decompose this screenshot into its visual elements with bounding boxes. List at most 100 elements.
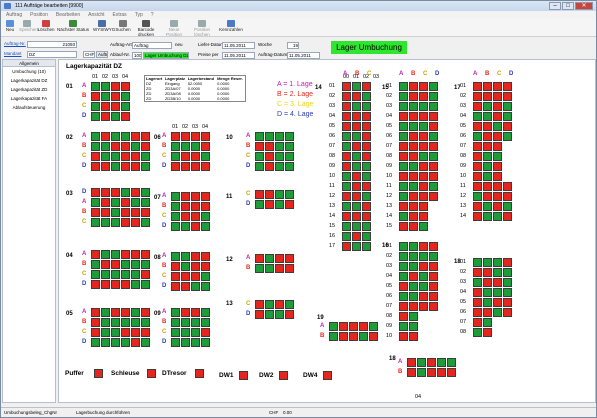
storage-cell[interactable] bbox=[419, 302, 428, 311]
storage-cell[interactable] bbox=[255, 162, 264, 171]
storage-cell[interactable] bbox=[493, 268, 502, 277]
storage-cell[interactable] bbox=[399, 122, 408, 131]
storage-cell[interactable] bbox=[362, 102, 371, 111]
storage-cell[interactable] bbox=[483, 172, 492, 181]
storage-cell[interactable] bbox=[265, 152, 274, 161]
menu-item-0[interactable]: Auftrag bbox=[6, 12, 23, 18]
storage-cell[interactable] bbox=[91, 338, 100, 347]
storage-cell[interactable] bbox=[419, 222, 428, 231]
storage-cell[interactable] bbox=[91, 280, 100, 289]
storage-cell[interactable] bbox=[342, 212, 351, 221]
buffer-cell[interactable] bbox=[323, 371, 332, 380]
storage-cell[interactable] bbox=[121, 328, 130, 337]
storage-cell[interactable] bbox=[503, 102, 512, 111]
storage-cell[interactable] bbox=[339, 322, 348, 331]
storage-cell[interactable] bbox=[181, 132, 190, 141]
storage-cell[interactable] bbox=[101, 142, 110, 151]
storage-cell[interactable] bbox=[409, 332, 418, 341]
storage-cell[interactable] bbox=[121, 308, 130, 317]
storage-cell[interactable] bbox=[91, 162, 100, 171]
storage-cell[interactable] bbox=[352, 142, 361, 151]
storage-cell[interactable] bbox=[407, 368, 416, 377]
storage-cell[interactable] bbox=[91, 260, 100, 269]
storage-cell[interactable] bbox=[399, 192, 408, 201]
storage-cell[interactable] bbox=[409, 222, 418, 231]
storage-cell[interactable] bbox=[111, 152, 120, 161]
storage-cell[interactable] bbox=[101, 218, 110, 227]
storage-cell[interactable] bbox=[493, 212, 502, 221]
storage-cell[interactable] bbox=[342, 152, 351, 161]
storage-cell[interactable] bbox=[369, 332, 378, 341]
storage-cell[interactable] bbox=[503, 132, 512, 141]
storage-cell[interactable] bbox=[409, 82, 418, 91]
storage-cell[interactable] bbox=[473, 102, 482, 111]
storage-cell[interactable] bbox=[362, 232, 371, 241]
storage-cell[interactable] bbox=[101, 338, 110, 347]
storage-cell[interactable] bbox=[255, 132, 264, 141]
storage-cell[interactable] bbox=[121, 280, 130, 289]
storage-cell[interactable] bbox=[493, 298, 502, 307]
storage-cell[interactable] bbox=[131, 152, 140, 161]
storage-cell[interactable] bbox=[352, 172, 361, 181]
storage-cell[interactable] bbox=[91, 218, 100, 227]
storage-cell[interactable] bbox=[419, 182, 428, 191]
storage-cell[interactable] bbox=[171, 192, 180, 201]
storage-cell[interactable] bbox=[171, 132, 180, 141]
storage-cell[interactable] bbox=[409, 202, 418, 211]
storage-cell[interactable] bbox=[419, 292, 428, 301]
storage-cell[interactable] bbox=[101, 132, 110, 141]
storage-cell[interactable] bbox=[359, 332, 368, 341]
storage-cell[interactable] bbox=[419, 92, 428, 101]
sidebar-item-1[interactable]: Lagerkapazität DZ bbox=[10, 78, 48, 83]
storage-cell[interactable] bbox=[121, 142, 130, 151]
storage-cell[interactable] bbox=[503, 192, 512, 201]
storage-cell[interactable] bbox=[362, 82, 371, 91]
storage-cell[interactable] bbox=[483, 328, 492, 337]
storage-cell[interactable] bbox=[399, 132, 408, 141]
sidebar-item-4[interactable]: Ablaufsteuerung bbox=[12, 105, 46, 110]
storage-cell[interactable] bbox=[141, 308, 150, 317]
storage-cell[interactable] bbox=[91, 328, 100, 337]
storage-cell[interactable] bbox=[473, 278, 482, 287]
storage-cell[interactable] bbox=[111, 162, 120, 171]
storage-cell[interactable] bbox=[503, 92, 512, 101]
storage-cell[interactable] bbox=[399, 242, 408, 251]
storage-cell[interactable] bbox=[191, 328, 200, 337]
buffer-cell[interactable] bbox=[239, 371, 248, 380]
storage-cell[interactable] bbox=[419, 252, 428, 261]
storage-cell[interactable] bbox=[399, 182, 408, 191]
storage-cell[interactable] bbox=[399, 202, 408, 211]
currency-button[interactable]: Auftr bbox=[96, 51, 108, 58]
storage-cell[interactable] bbox=[141, 328, 150, 337]
storage-cell[interactable] bbox=[493, 192, 502, 201]
storage-cell[interactable] bbox=[141, 250, 150, 259]
storage-cell[interactable] bbox=[399, 262, 408, 271]
storage-cell[interactable] bbox=[473, 268, 482, 277]
storage-cell[interactable] bbox=[121, 82, 130, 91]
minimize-button[interactable]: – bbox=[549, 2, 561, 10]
storage-cell[interactable] bbox=[503, 182, 512, 191]
storage-cell[interactable] bbox=[191, 262, 200, 271]
storage-cell[interactable] bbox=[473, 212, 482, 221]
storage-cell[interactable] bbox=[342, 232, 351, 241]
ablauf-name-field[interactable]: Lager Umbuchung DZ bbox=[143, 52, 189, 59]
storage-cell[interactable] bbox=[181, 328, 190, 337]
storage-cell[interactable] bbox=[362, 222, 371, 231]
storage-cell[interactable] bbox=[483, 202, 492, 211]
barcode-button[interactable]: Barcode drucken bbox=[133, 20, 159, 37]
storage-cell[interactable] bbox=[429, 192, 438, 201]
storage-cell[interactable] bbox=[181, 272, 190, 281]
storage-cell[interactable] bbox=[473, 192, 482, 201]
storage-cell[interactable] bbox=[399, 302, 408, 311]
storage-cell[interactable] bbox=[141, 270, 150, 279]
storage-cell[interactable] bbox=[181, 338, 190, 347]
storage-cell[interactable] bbox=[473, 142, 482, 151]
menu-item-2[interactable]: Bearbeiten bbox=[55, 12, 81, 18]
storage-cell[interactable] bbox=[201, 162, 210, 171]
preise-per-field[interactable]: 11.05.2011 bbox=[222, 52, 255, 59]
storage-cell[interactable] bbox=[352, 152, 361, 161]
storage-cell[interactable] bbox=[201, 252, 210, 261]
storage-cell[interactable] bbox=[447, 368, 456, 377]
storage-cell[interactable] bbox=[429, 172, 438, 181]
storage-cell[interactable] bbox=[473, 288, 482, 297]
